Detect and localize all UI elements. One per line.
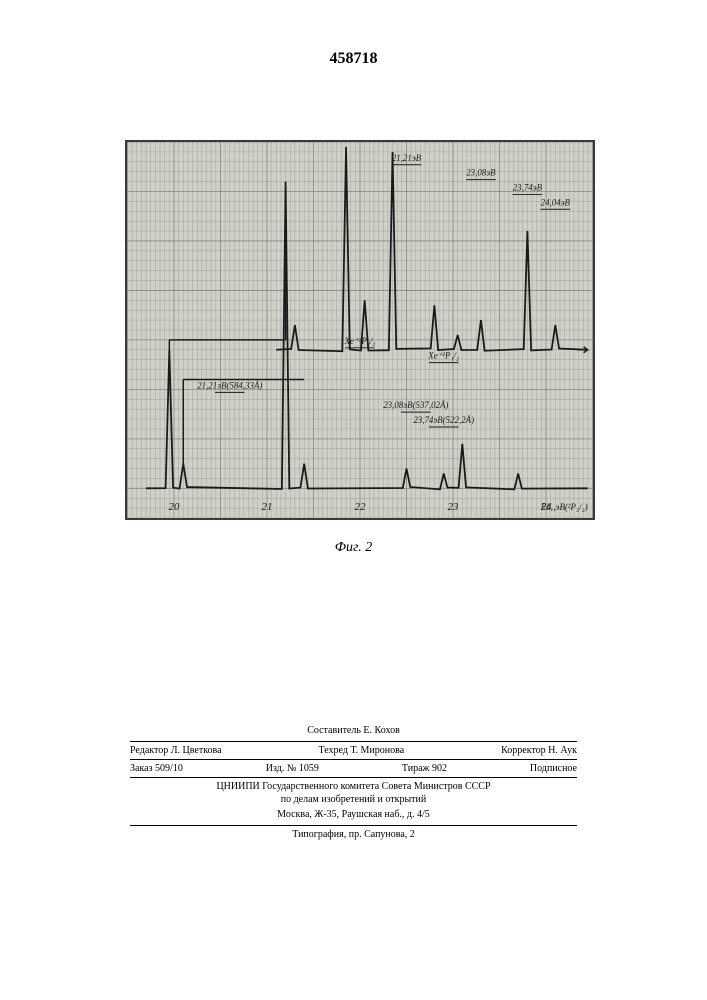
page-number: 458718 bbox=[330, 50, 378, 68]
subscription: Подписное bbox=[530, 763, 577, 774]
svg-text:21,21эВ: 21,21эВ bbox=[392, 153, 422, 163]
svg-text:22: 22 bbox=[355, 501, 366, 513]
svg-text:20: 20 bbox=[169, 501, 180, 513]
org-name: ЦНИИПИ Государственного комитета Совета … bbox=[130, 777, 577, 792]
corrector: Корректор Н. Аук bbox=[501, 745, 577, 756]
typography: Типография, пр. Сапунова, 2 bbox=[130, 825, 577, 840]
compiler: Составитель Е. Кохов bbox=[130, 725, 577, 736]
svg-text:24,04эВ: 24,04эВ bbox=[541, 197, 571, 207]
credits-row-2: Заказ 509/10 Изд. № 1059 Тираж 902 Подпи… bbox=[130, 760, 577, 777]
svg-text:21,21эВ(584,33Å): 21,21эВ(584,33Å) bbox=[197, 380, 262, 390]
svg-text:23,74эВ(522,2Å): 23,74эВ(522,2Å) bbox=[413, 415, 474, 425]
figure-caption: Фиг. 2 bbox=[335, 540, 373, 556]
address: Москва, Ж-35, Раушская наб., д. 4/5 bbox=[130, 807, 577, 822]
svg-text:Ebᵥ,эВ(²P₃/₂): Ebᵥ,эВ(²P₃/₂) bbox=[540, 502, 588, 512]
credits-row-1: Редактор Л. Цветкова Техред Т. Миронова … bbox=[130, 741, 577, 760]
editor: Редактор Л. Цветкова bbox=[130, 745, 222, 756]
svg-text:23,08эВ: 23,08эВ bbox=[466, 168, 496, 178]
spectrum-chart: 21,21эВ 23,08эВ 23,74эВ 24,04эВ Xe⁺²P₃/₂ Xe⁺²… bbox=[125, 140, 595, 520]
svg-text:Xe⁺²P₃/₂: Xe⁺²P₃/₂ bbox=[344, 336, 376, 346]
org-name-2: по делам изобретений и открытий bbox=[130, 792, 577, 807]
circulation: Тираж 902 bbox=[402, 763, 447, 774]
credits-block: Составитель Е. Кохов Редактор Л. Цветков… bbox=[130, 725, 577, 840]
svg-text:23,74эВ: 23,74эВ bbox=[513, 182, 543, 192]
edition: Изд. № 1059 bbox=[266, 763, 319, 774]
svg-text:Xe⁺²P₁/₂: Xe⁺²P₁/₂ bbox=[427, 351, 459, 361]
svg-text:23,08эВ(537,02Å): 23,08эВ(537,02Å) bbox=[383, 400, 448, 410]
order: Заказ 509/10 bbox=[130, 763, 183, 774]
svg-text:21: 21 bbox=[262, 501, 273, 513]
svg-text:23: 23 bbox=[448, 501, 459, 513]
tech-editor: Техред Т. Миронова bbox=[319, 745, 405, 756]
